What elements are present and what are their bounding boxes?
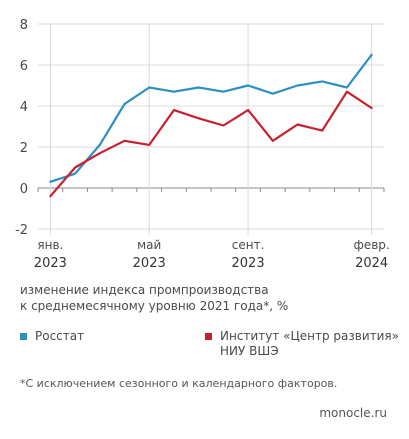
- series-lines: [49, 53, 373, 198]
- x-tick-label-year: 2023: [232, 256, 265, 271]
- x-tick-label-year: 2024: [355, 256, 388, 271]
- x-tick-label-month: сент.: [232, 238, 265, 252]
- chart-subtitle-line-1: изменение индекса промпроизводства: [20, 283, 269, 297]
- line-chart: 8 6 4 2 0 -2 янв. 2023 май 2023 сент. 2023 февр. 202…: [15, 18, 390, 271]
- legend-item-rosstat: Росстат: [35, 329, 84, 344]
- y-tick-label: 8: [20, 18, 28, 33]
- x-tick-label-month: май: [137, 238, 161, 252]
- grid-lines: [37, 23, 385, 235]
- legend-swatch-rosstat: [20, 333, 27, 340]
- legend-label-rosstat: Росстат: [35, 329, 85, 343]
- x-tick-label-year: 2023: [133, 256, 166, 271]
- series-line-0: [49, 53, 373, 183]
- y-tick-label: 4: [20, 100, 28, 115]
- chart-subtitle-line-2: к среднемесячному уровню 2021 года*, %: [20, 299, 289, 313]
- y-axis-ticks: 8 6 4 2 0 -2: [15, 18, 28, 238]
- source-credit: monocle.ru: [319, 406, 387, 420]
- legend-label-hse-line-1: Институт «Центр развития»: [220, 329, 399, 343]
- footnote: *С исключением сезонного и календарного …: [20, 377, 338, 390]
- y-tick-label: -2: [15, 223, 28, 238]
- legend-swatch-hse: [205, 333, 212, 340]
- legend-item-hse: Институт «Центр развития» НИУ ВШЭ: [220, 329, 399, 359]
- x-tick-label-year: 2023: [34, 256, 67, 271]
- chart-subtitle: изменение индекса промпроизводства к сре…: [20, 282, 288, 314]
- y-tick-label: 2: [20, 141, 28, 156]
- x-axis-ticks: янв. 2023 май 2023 сент. 2023 февр. 2024: [34, 238, 390, 271]
- x-tick-label-month: янв.: [37, 238, 63, 252]
- y-tick-label: 6: [20, 59, 28, 74]
- y-tick-label: 0: [20, 182, 28, 197]
- legend-label-hse-line-2: НИУ ВШЭ: [220, 344, 279, 358]
- x-tick-label-month: февр.: [354, 238, 390, 252]
- series-line-1: [49, 90, 373, 198]
